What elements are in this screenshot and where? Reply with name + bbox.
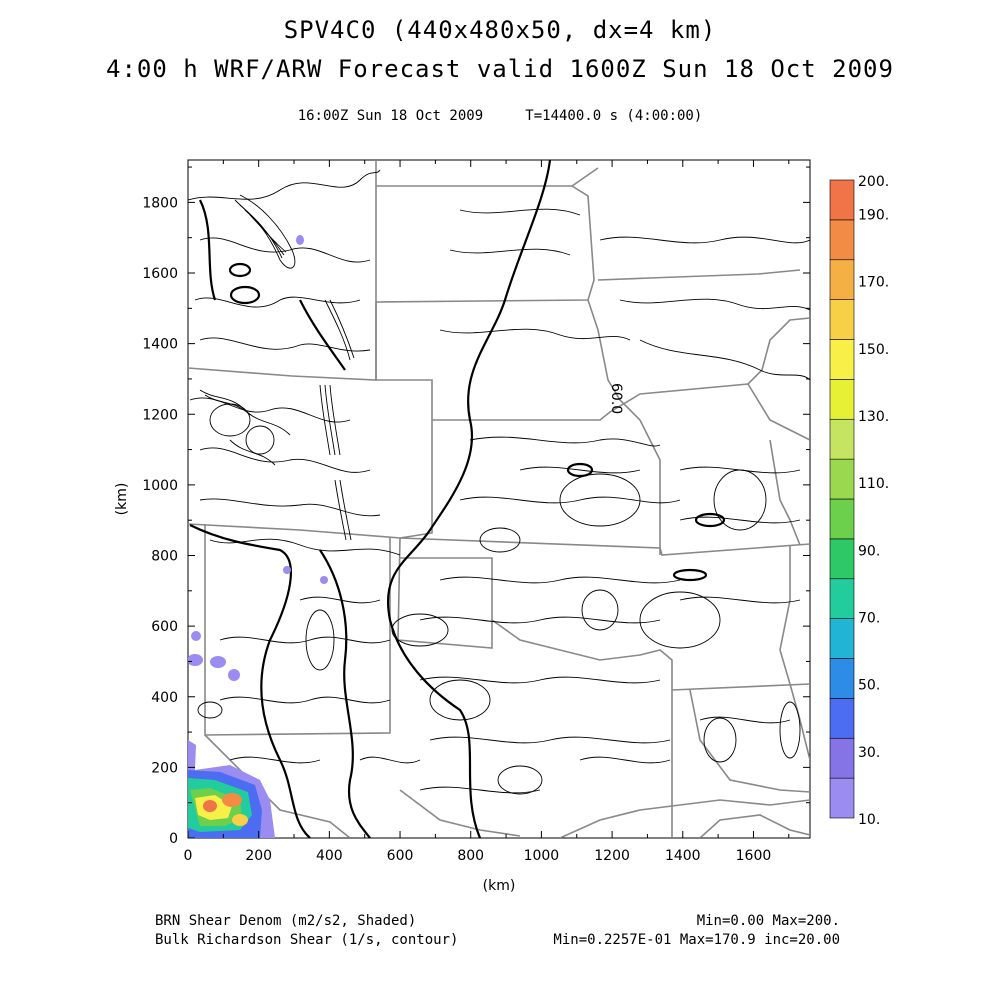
y-tick-label: 1400 <box>142 337 178 353</box>
footer-field-descriptions: BRN Shear Denom (m2/s2, Shaded) Bulk Rich… <box>155 912 458 950</box>
colorbar-label: 150. <box>858 342 889 358</box>
colorbar-label: 190. <box>858 208 889 224</box>
contour-field-range: Min=0.2257E-01 Max=170.9 inc=20.00 <box>553 932 840 948</box>
map-subtitle: 16:00Z Sun 18 Oct 2009 T=14400.0 s (4:00… <box>0 108 1000 124</box>
shaded-field-label: BRN Shear Denom (m2/s2, Shaded) <box>155 913 417 929</box>
colorbar-swatch <box>829 498 855 540</box>
mountain-contours <box>199 194 355 541</box>
x-axis-label: (km) <box>483 878 516 894</box>
colorbar-label: 90. <box>858 543 880 559</box>
colorbar <box>829 179 855 819</box>
colorbar-swatch <box>829 259 855 300</box>
y-axis-tick-labels: 0 200 400 600 800 1000 1200 1400 1600 1800 <box>142 195 178 847</box>
colorbar-label: 200. <box>858 174 889 190</box>
colorbar-swatch <box>829 379 855 420</box>
footer-field-ranges: Min=0.00 Max=200. Min=0.2257E-01 Max=170.… <box>553 912 840 950</box>
colorbar-swatch <box>829 299 855 340</box>
subtitle-elapsed-time: T=14400.0 s (4:00:00) <box>525 108 703 124</box>
shaded-field-range: Min=0.00 Max=200. <box>696 913 840 929</box>
x-axis-tick-labels: 0 200 400 600 800 1000 1200 1400 1600 <box>184 848 772 864</box>
x-tick-label: 400 <box>316 848 343 864</box>
y-tick-label: 1800 <box>142 195 178 211</box>
x-tick-label: 0 <box>184 848 193 864</box>
colorbar-label: 170. <box>858 275 889 291</box>
x-tick-label: 1400 <box>665 848 701 864</box>
colorbar-swatch <box>829 339 855 380</box>
colorbar-swatch <box>829 618 855 659</box>
y-tick-label: 1600 <box>142 266 178 282</box>
x-tick-label: 200 <box>245 848 272 864</box>
x-tick-label: 600 <box>387 848 414 864</box>
colorbar-swatch <box>829 219 855 261</box>
y-tick-label: 1200 <box>142 407 178 423</box>
y-tick-label: 400 <box>151 690 178 706</box>
x-tick-label: 800 <box>457 848 484 864</box>
subtitle-valid-time: 16:00Z Sun 18 Oct 2009 <box>297 108 484 124</box>
colorbar-swatch <box>829 698 855 739</box>
colorbar-labels: 10. 30. 50. 70. 90. 110. 130. 150. 170. 190. 200. <box>858 174 889 828</box>
colorbar-label: 130. <box>858 409 889 425</box>
y-tick-label: 1000 <box>142 478 178 494</box>
y-tick-label: 200 <box>151 760 178 776</box>
colorbar-label: 50. <box>858 678 880 694</box>
plot-frame <box>187 159 811 839</box>
map-title-line2: 4:00 h WRF/ARW Forecast valid 1600Z Sun … <box>106 55 894 83</box>
colorbar-swatch <box>829 578 855 619</box>
colorbar-swatch <box>829 179 855 221</box>
x-tick-label: 1200 <box>594 848 630 864</box>
colorbar-swatch <box>829 658 855 699</box>
colorbar-label: 70. <box>858 611 880 627</box>
x-tick-label: 1000 <box>524 848 560 864</box>
colorbar-swatch <box>829 737 855 779</box>
colorbar-label: 10. <box>858 812 880 828</box>
contour-field-label: Bulk Richardson Shear (1/s, contour) <box>155 932 459 948</box>
colorbar-swatch <box>829 777 855 819</box>
contour-value-label: 60.0 <box>608 383 624 414</box>
y-tick-label: 0 <box>169 831 178 847</box>
axis-ticks <box>187 160 810 839</box>
brn-shear-shading <box>188 235 328 838</box>
y-tick-label: 600 <box>151 619 178 635</box>
thick-contours <box>189 160 726 838</box>
map-title-line1: SPV4C0 (440x480x50, dx=4 km) <box>283 16 717 44</box>
colorbar-label: 110. <box>858 476 889 492</box>
colorbar-swatch <box>829 458 855 500</box>
y-axis-label: (km) <box>114 483 130 516</box>
x-tick-label: 1600 <box>736 848 772 864</box>
colorbar-swatch <box>829 418 855 460</box>
colorbar-swatch <box>829 538 855 580</box>
y-tick-label: 800 <box>151 549 178 565</box>
colorbar-label: 30. <box>858 745 880 761</box>
